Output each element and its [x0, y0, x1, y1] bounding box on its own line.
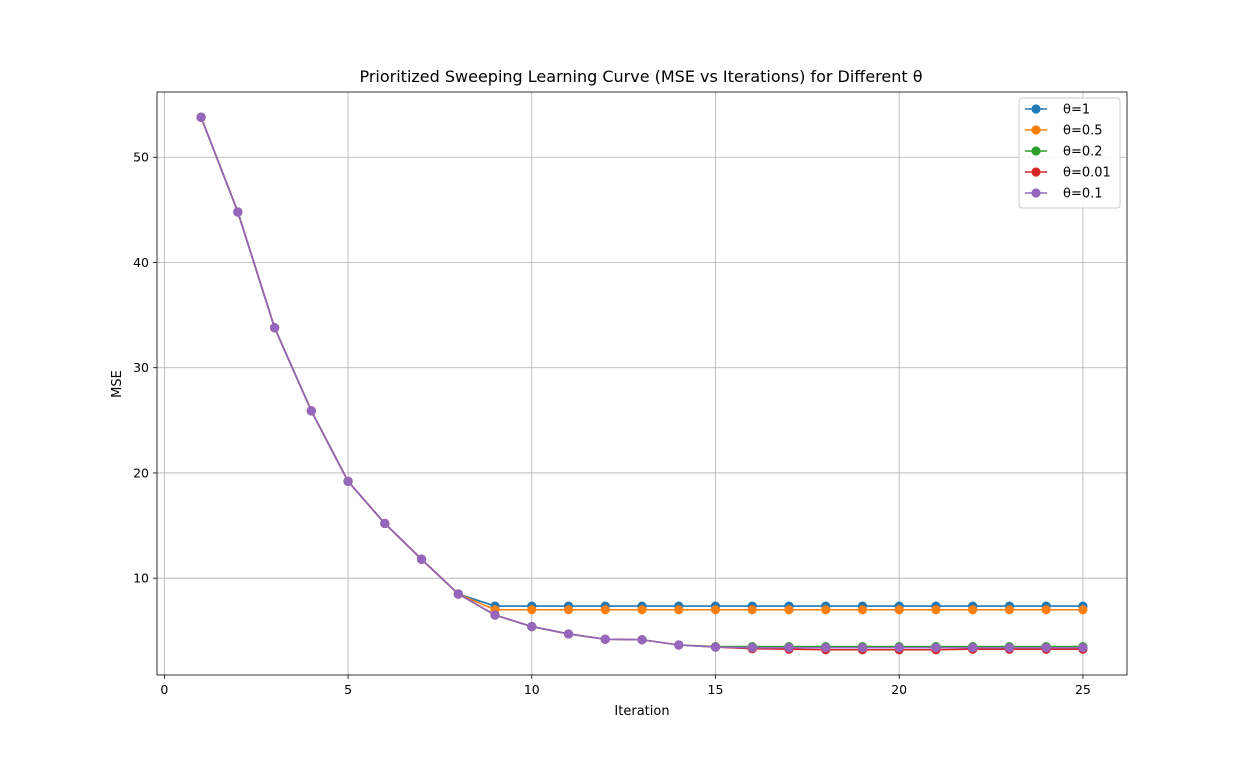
legend-marker [1031, 188, 1041, 198]
data-point [710, 605, 721, 615]
data-point [1041, 605, 1051, 615]
data-point [1004, 605, 1015, 615]
data-point [490, 610, 500, 620]
legend-marker [1031, 146, 1041, 156]
data-point [637, 635, 647, 645]
data-point [894, 643, 904, 653]
series-4 [196, 112, 1088, 655]
data-point [1078, 605, 1088, 615]
series-3 [196, 112, 1088, 652]
legend-box [1018, 97, 1121, 209]
data-point [674, 605, 684, 615]
plot-frame [156, 91, 1128, 676]
data-point [821, 605, 831, 615]
legend-label: θ=1 [1063, 103, 1090, 118]
data-point [269, 323, 280, 333]
legend: θ=1 θ=0.5 θ=0.2 θ=0.01 θ=0.1 [1018, 97, 1121, 209]
data-point [968, 643, 978, 653]
data-point [931, 605, 941, 615]
data-point [857, 605, 868, 615]
data-point [784, 605, 794, 615]
data-point [1041, 643, 1051, 653]
x-tick-label: 15 [708, 682, 724, 697]
legend-item: θ=1 [1025, 103, 1090, 118]
legend-label: θ=0.01 [1063, 166, 1111, 181]
y-tick-label: 30 [133, 360, 149, 375]
data-point [1004, 643, 1015, 653]
legend-item: θ=0.5 [1025, 124, 1103, 139]
chart-title: Prioritized Sweeping Learning Curve (MSE… [359, 67, 922, 86]
data-point [600, 605, 610, 615]
data-point [747, 643, 757, 653]
data-point [857, 643, 868, 653]
data-point [821, 643, 831, 653]
x-tick-label: 10 [524, 682, 540, 697]
x-tick-label: 5 [344, 682, 352, 697]
data-point [784, 643, 794, 653]
series-2 [196, 112, 1088, 615]
legend-item: θ=0.1 [1025, 187, 1103, 202]
series-5 [196, 112, 1088, 653]
data-point [1078, 643, 1088, 653]
data-point [968, 605, 978, 615]
legend-item: θ=0.01 [1025, 166, 1111, 181]
legend-label: θ=0.5 [1063, 124, 1103, 139]
data-point [931, 643, 941, 653]
x-axis-label: Iteration [614, 704, 669, 719]
data-point [416, 554, 427, 564]
grid-layer [157, 92, 1127, 675]
data-point [674, 640, 684, 650]
data-point [600, 634, 610, 644]
legend-marker [1031, 125, 1041, 135]
series-1 [196, 112, 1088, 611]
series-line [200, 116, 1083, 607]
y-tick-label: 40 [133, 255, 149, 270]
legend-marker [1031, 104, 1041, 114]
data-point [453, 589, 463, 599]
y-tick-label: 10 [133, 571, 149, 586]
data-point [894, 605, 904, 615]
x-tick-label: 25 [1075, 682, 1091, 697]
series-line [200, 116, 1083, 649]
data-point [710, 642, 721, 652]
data-point [306, 406, 316, 416]
data-point [343, 476, 353, 486]
legend-label: θ=0.2 [1063, 145, 1103, 160]
data-point [527, 621, 537, 632]
series-layer [196, 112, 1088, 655]
tick-layer: 0 5 10 15 20 25 10 20 30 40 50 [133, 150, 1091, 697]
data-point [563, 629, 574, 639]
x-tick-label: 0 [160, 682, 168, 697]
series-line [200, 116, 1083, 651]
legend-item: θ=0.2 [1025, 145, 1103, 160]
data-point [637, 605, 647, 615]
series-line [200, 116, 1083, 611]
y-tick-label: 50 [133, 150, 149, 165]
data-point [233, 207, 243, 217]
legend-label: θ=0.1 [1063, 187, 1103, 202]
x-tick-label: 20 [891, 682, 907, 697]
data-point [527, 605, 537, 615]
data-point [196, 112, 206, 122]
series-line [200, 116, 1083, 648]
y-axis-label: MSE [110, 370, 125, 398]
y-tick-label: 20 [133, 465, 149, 480]
data-point [747, 605, 757, 615]
data-point [380, 518, 390, 529]
data-point [563, 605, 574, 615]
legend-marker [1031, 167, 1041, 177]
